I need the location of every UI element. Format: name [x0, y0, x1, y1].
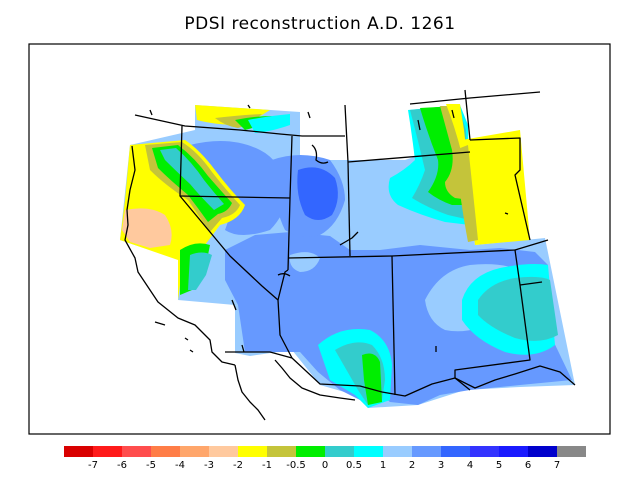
colorbar-tick-label: 4: [467, 460, 473, 471]
colorbar-tick-label: 2: [409, 460, 415, 471]
colorbar-swatch: [325, 446, 354, 457]
rio-grande: [454, 365, 576, 389]
colorbar-tick-label: -5: [146, 460, 156, 471]
colorbar-tick-label: -4: [175, 460, 185, 471]
colorbar-swatch: [412, 446, 441, 457]
colorbar-swatch: [557, 446, 586, 457]
colorbar-tick-label: -7: [88, 460, 98, 471]
island-4: [417, 119, 421, 131]
salton-sea: [231, 299, 237, 311]
ut-az-border: [277, 269, 289, 301]
nv-ut-border: [287, 135, 293, 271]
tx-ok-border: [514, 239, 549, 286]
field-east-teal: [478, 276, 558, 341]
colorbar-tick-label: -0.5: [286, 460, 306, 471]
island-2: [247, 104, 251, 109]
dakota-border: [469, 137, 531, 241]
island-1: [149, 109, 153, 116]
co-nm-border: [391, 249, 516, 257]
field-south-green: [362, 353, 382, 405]
colorbar-swatch: [528, 446, 557, 457]
colorbar-swatch: [470, 446, 499, 457]
island-5: [451, 109, 455, 119]
field-mid-blue-west: [190, 141, 290, 235]
colorbar-tick-label: -1: [262, 460, 272, 471]
colorbar: [64, 446, 586, 457]
island-8: [154, 321, 194, 353]
map-title: PDSI reconstruction A.D. 1261: [184, 14, 456, 34]
wy-south-border: [347, 151, 471, 163]
colorbar-swatch: [267, 446, 296, 457]
ut-co-border: [347, 161, 351, 257]
nm-tx-border: [454, 249, 531, 378]
az-north-line: [287, 255, 393, 259]
great-salt-lake: [311, 144, 329, 164]
west-coastline: [124, 145, 236, 366]
colorbar-tick-label: 7: [554, 460, 560, 471]
field-ne-yellow-east: [462, 130, 530, 245]
colorbar-swatch: [151, 446, 180, 457]
colorbar-tick-label: 3: [438, 460, 444, 471]
colorbar-tick-label: 0.5: [346, 460, 362, 471]
colorbar-swatch: [238, 446, 267, 457]
colorbar-tick-label: -6: [117, 460, 127, 471]
colorbar-labels: -7 -6 -5 -4 -3 -2 -1 -0.5 0 0.5 1 2 3 4 5 6 7: [88, 460, 560, 471]
northern-line: [134, 114, 303, 137]
colorbar-tick-label: -3: [204, 460, 214, 471]
baja-coastline: [234, 359, 356, 421]
ca-nv-north: [179, 195, 291, 199]
az-nm-border: [391, 255, 396, 396]
colorbar-swatch: [354, 446, 383, 457]
mt-wy-border: [344, 89, 541, 163]
colorbar-swatch: [93, 446, 122, 457]
colorbar-swatch: [383, 446, 412, 457]
field-top-cyan: [248, 114, 290, 133]
colorbar-tick-label: -2: [233, 460, 243, 471]
colorbar-swatch: [64, 446, 93, 457]
colorbar-tick-label: 0: [322, 460, 328, 471]
colorbar-swatch: [296, 446, 325, 457]
field-nw-peach: [122, 208, 172, 248]
colorbar-swatch: [209, 446, 238, 457]
colorbar-swatch: [441, 446, 470, 457]
colorbar-tick-label: 1: [380, 460, 386, 471]
field-deep-blue-center: [297, 167, 338, 220]
field-nw-teal: [160, 148, 224, 210]
colorbar-swatch: [122, 446, 151, 457]
map-boundaries: [124, 89, 576, 421]
island-9: [241, 344, 245, 353]
field-nw-teal-south: [188, 252, 212, 290]
lake-powell: [339, 231, 359, 246]
colorbar-tick-label: 5: [496, 460, 502, 471]
island-3: [307, 111, 311, 119]
colorbar-swatch: [180, 446, 209, 457]
us-mexico-border: [225, 351, 471, 397]
island-6: [504, 212, 509, 215]
colorbar-swatch: [499, 446, 528, 457]
lake-mead: [277, 273, 291, 277]
field-ne-olive-edge: [455, 145, 478, 242]
colorbar-tick-label: 6: [525, 460, 531, 471]
